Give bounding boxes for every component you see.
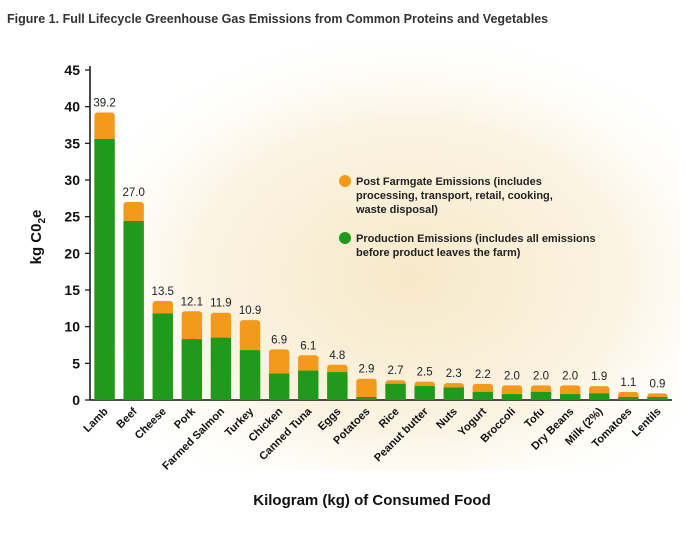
- y-tick-label-5: 5: [72, 355, 80, 371]
- y-axis-title-subscript: 2: [37, 218, 48, 224]
- y-tick-label-25: 25: [64, 209, 80, 225]
- bar-production-canned-tuna: [298, 370, 319, 400]
- total-label-broccoli: 2.0: [504, 370, 520, 382]
- total-label-farmed-salmon: 11.9: [210, 298, 232, 310]
- legend-post-farmgate-line-3: waste disposal): [355, 204, 438, 216]
- total-label-tomatoes: 1.1: [620, 377, 636, 389]
- bar-production-nuts: [443, 387, 464, 400]
- figure-title: Figure 1. Full Lifecycle Greenhouse Gas …: [7, 12, 549, 26]
- legend-post-farmgate-line-2: processing, transport, retail, cooking,: [356, 190, 553, 202]
- legend-post-farmgate-line-1: Post Farmgate Emissions (includes: [356, 176, 542, 188]
- total-label-canned-tuna: 6.1: [300, 340, 316, 352]
- bar-production-rice: [385, 383, 406, 400]
- svg-text:Post Farmgate Emissions (inclu: Post Farmgate Emissions (includes proces…: [355, 176, 556, 216]
- bar-production-pork: [181, 339, 203, 400]
- y-axis-title: kg C02e: [28, 210, 48, 265]
- legend-swatch-production: [339, 232, 351, 244]
- bar-production-yogurt: [472, 391, 494, 400]
- total-label-peanut-butter: 2.5: [417, 367, 433, 379]
- y-tick-label-35: 35: [64, 135, 80, 151]
- total-label-chicken: 6.9: [271, 334, 287, 346]
- bar-production-dry-beans: [559, 394, 581, 400]
- total-label-beef: 27.0: [122, 187, 144, 199]
- y-tick-label-10: 10: [64, 319, 80, 335]
- bar-production-lamb: [94, 138, 115, 400]
- bar-production-peanut-butter: [414, 386, 435, 400]
- y-axis-title-suffix: e: [28, 210, 45, 218]
- total-label-dry-beans: 2.0: [562, 370, 578, 382]
- bar-production-broccoli: [501, 394, 523, 400]
- bar-production-turkey: [239, 350, 261, 400]
- y-tick-label-45: 45: [64, 62, 80, 78]
- y-axis-title-main: kg C0: [28, 224, 45, 265]
- total-label-lamb: 39.2: [93, 98, 115, 110]
- bar-production-tomatoes: [618, 397, 639, 400]
- y-tick-label-40: 40: [64, 99, 80, 115]
- svg-text:Production Emissions (includes: Production Emissions (includes all emiss…: [356, 233, 599, 259]
- bar-production-eggs: [327, 372, 348, 400]
- y-tick-label-15: 15: [64, 282, 80, 298]
- bar-production-potatoes: [356, 397, 377, 400]
- total-label-eggs: 4.8: [329, 350, 345, 362]
- x-axis-title: Kilogram (kg) of Consumed Food: [253, 492, 491, 509]
- bar-production-milk-2: [589, 393, 610, 400]
- bar-production-chicken: [268, 373, 290, 400]
- total-label-milk-2: 1.9: [591, 371, 607, 383]
- total-label-potatoes: 2.9: [358, 364, 374, 376]
- total-label-lentils: 0.9: [649, 378, 665, 390]
- y-tick-label-0: 0: [72, 392, 80, 408]
- bars-group: [94, 112, 668, 401]
- total-label-pork: 12.1: [181, 296, 203, 308]
- y-tick-label-30: 30: [64, 172, 80, 188]
- bar-post-farmgate-potatoes: [356, 378, 377, 400]
- bar-production-farmed-salmon: [210, 337, 232, 400]
- total-label-nuts: 2.3: [446, 368, 462, 380]
- bar-production-tofu: [530, 391, 552, 400]
- legend-production-line-1: Production Emissions (includes all emiss…: [356, 233, 596, 245]
- total-labels-group: 39.2 27.0 13.5 12.1 11.9 10.9 6.9 6.1 4.8 2.9 2.7 2…: [93, 98, 665, 391]
- total-label-rice: 2.7: [388, 365, 404, 377]
- y-tick-label-20: 20: [64, 245, 80, 261]
- bar-production-lentils: [647, 397, 668, 400]
- total-label-tofu: 2.0: [533, 370, 549, 382]
- bar-production-cheese: [152, 313, 173, 400]
- legend: Post Farmgate Emissions (includes proces…: [339, 175, 599, 259]
- bar-production-beef: [123, 221, 144, 400]
- total-label-yogurt: 2.2: [475, 369, 491, 381]
- total-label-cheese: 13.5: [152, 286, 174, 298]
- legend-production-line-2: before product leaves the farm): [356, 247, 521, 259]
- total-label-turkey: 10.9: [239, 305, 261, 317]
- legend-swatch-post-farmgate: [339, 175, 351, 187]
